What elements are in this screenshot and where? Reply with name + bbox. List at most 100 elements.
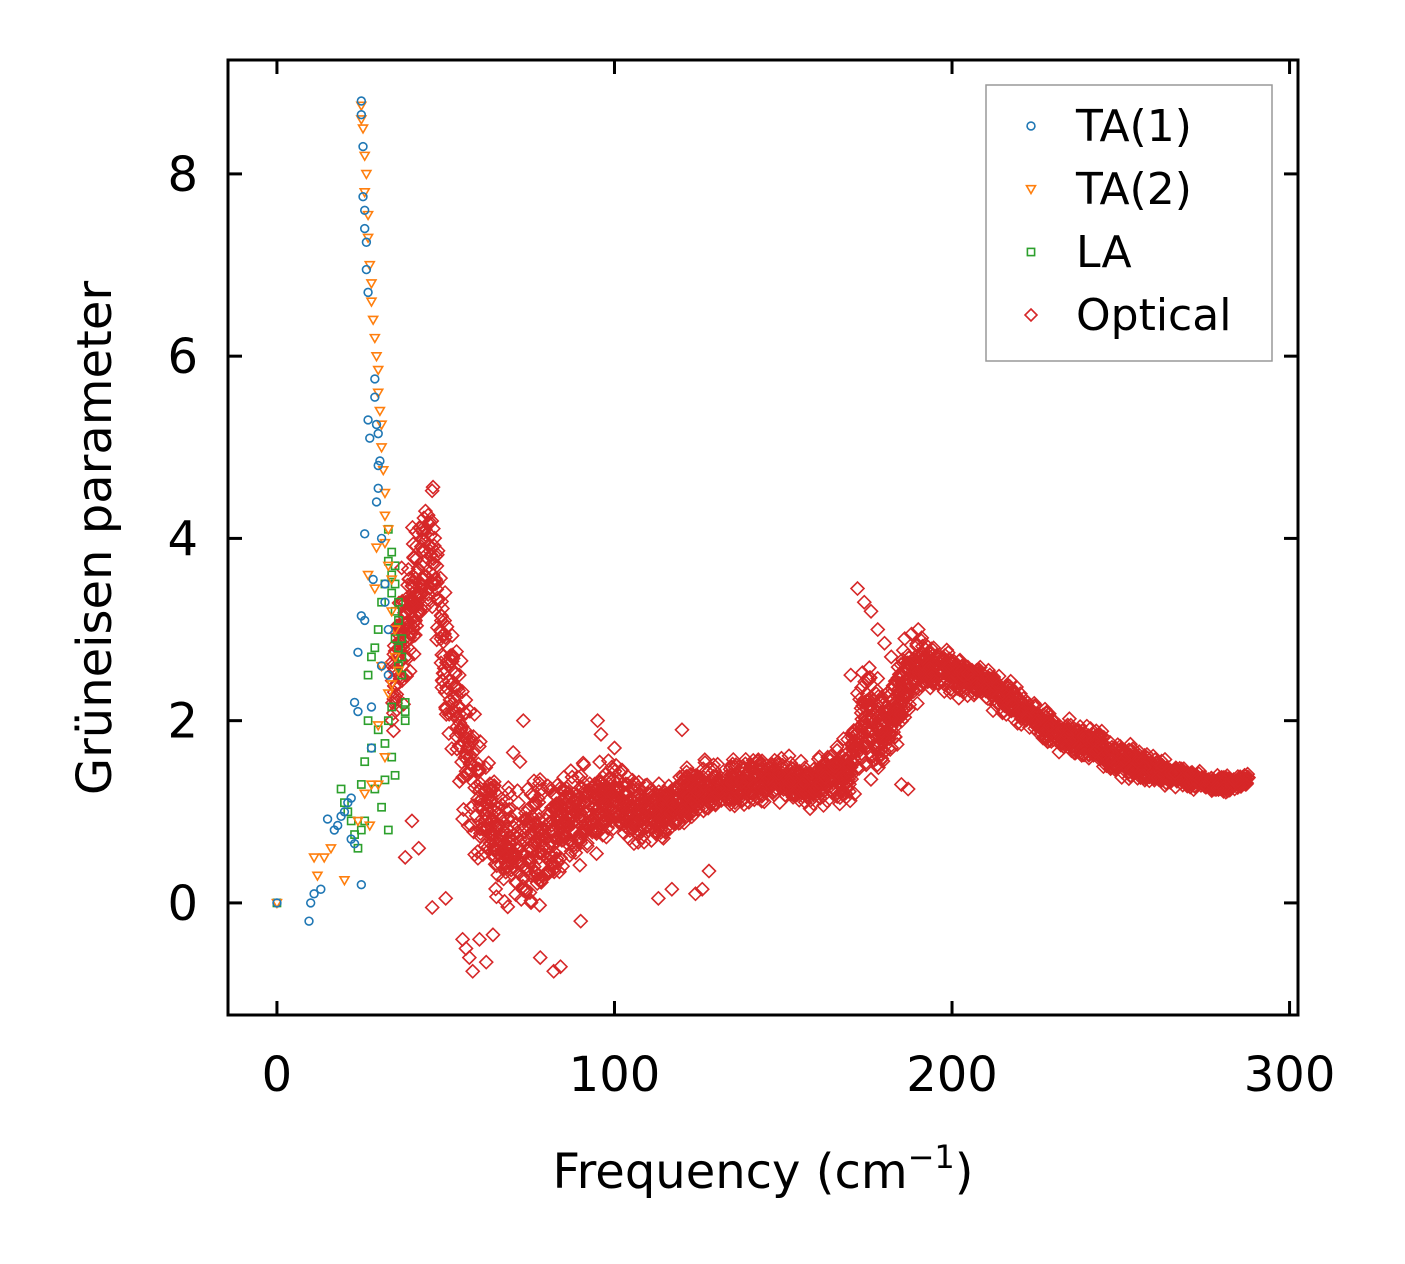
optical-point [715,786,731,802]
optical-point [878,703,894,719]
legend-entry: TA(2) [1025,164,1192,215]
optical-point [721,790,737,806]
optical-point [864,729,880,745]
ta-2-point [379,511,391,522]
optical-point [455,811,471,827]
optical-point [397,849,413,865]
optical-point [786,773,802,789]
optical-point [489,786,505,802]
optical-point [880,740,897,756]
optical-point [400,577,416,593]
optical-point [876,635,893,651]
optical-point [829,739,845,755]
ta-1-point [366,702,377,712]
optical-point [888,673,904,690]
optical-point [628,825,645,842]
optical-point [607,763,623,779]
optical-point [905,681,921,698]
ta-2-point [358,151,371,162]
legend-label: TA(2) [1075,164,1192,215]
optical-point [946,653,962,670]
legend-marker [1026,247,1036,257]
optical-point [554,832,570,848]
optical-point [424,483,440,499]
optical-point [829,753,845,769]
optical-point [1039,733,1055,749]
optical-point [515,882,531,898]
ta-2-point [363,821,376,832]
optical-point [513,891,529,907]
optical-point [936,651,953,667]
optical-point [1044,727,1060,743]
optical-point [1116,751,1133,768]
optical-point [711,774,727,790]
optical-point [658,812,674,828]
optical-point [1184,764,1200,780]
ta-1-point [356,879,367,890]
optical-point [613,777,630,793]
ta-2-point [377,465,390,477]
ta-1-point [360,223,370,234]
optical-point [1059,727,1076,743]
optical-point [756,794,772,810]
optical-point [1061,721,1077,737]
ta-1-point [373,428,383,439]
optical-point [910,621,926,638]
optical-point [579,835,595,851]
optical-point [738,774,754,791]
ta-2-point [355,115,368,126]
optical-point [398,605,414,621]
optical-point [498,848,514,865]
la-point [400,698,410,707]
optical-point [954,671,970,687]
optical-point [524,825,541,841]
optical-point [815,797,832,814]
optical-point [841,783,857,800]
optical-point [921,660,938,677]
optical-point [501,785,517,801]
optical-point [959,687,976,704]
ta-2-point [375,443,388,454]
optical-point [432,622,448,639]
optical-point [839,765,855,781]
optical-point [472,825,489,842]
optical-point [488,889,505,905]
optical-point [592,789,608,805]
optical-point [465,798,481,814]
optical-point [982,683,998,699]
optical-point [955,667,972,683]
optical-point [453,720,469,736]
optical-point [862,670,878,686]
ta-1-point [272,898,282,908]
optical-point [1131,744,1147,760]
optical-point [498,856,514,872]
optical-point [564,769,580,785]
optical-point [840,774,856,790]
optical-point [893,706,909,723]
optical-point [870,728,887,744]
optical-point [683,796,700,812]
optical-point [750,754,766,770]
optical-point [856,594,872,610]
optical-point [436,660,452,676]
optical-point [710,756,726,772]
ta-1-point [360,205,370,216]
legend-entry: Optical [1023,290,1231,341]
optical-point [482,841,498,857]
optical-point [563,843,579,859]
ta-1-point [339,807,350,817]
ta-2-point [375,420,388,431]
optical-point [938,661,954,677]
ta-1-point [383,670,394,680]
y-tick-label: 8 [167,147,198,203]
optical-point [586,798,602,815]
optical-point [584,824,601,840]
optical-point [532,771,548,788]
optical-point [939,642,955,658]
optical-point [572,857,588,873]
optical-point [579,785,595,802]
optical-point [745,786,762,802]
optical-point [478,794,494,810]
la-point [390,770,400,780]
la-point [380,775,390,785]
